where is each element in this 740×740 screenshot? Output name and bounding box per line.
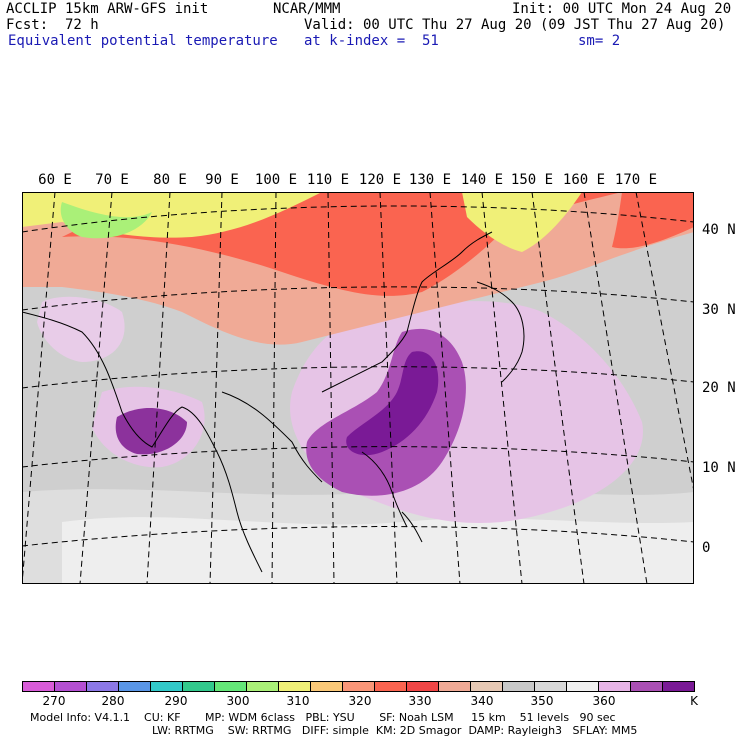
lat-label: 30 N <box>702 302 736 318</box>
lon-label: 80 E <box>153 172 187 188</box>
scale-unit: K <box>690 694 698 708</box>
model-info-line: Model Info: V4.1.1 CU: KF MP: WDM 6class… <box>30 711 616 724</box>
longitude-line <box>379 192 398 584</box>
model-title: ACCLIP 15km ARW-GFS init <box>6 1 209 17</box>
color-scale-cell <box>502 681 535 692</box>
color-scale-cell <box>598 681 631 692</box>
org-label: NCAR/MMM <box>273 1 341 17</box>
valid-time: Valid: 00 UTC Thu 27 Aug 20 (09 JST Thu … <box>304 17 726 33</box>
scale-label: 310 <box>286 694 310 708</box>
coastline-japan <box>476 281 525 383</box>
init-time: Init: 00 UTC Mon 24 Aug 20 <box>512 1 732 17</box>
color-scale-cell <box>662 681 695 692</box>
northeast-warm-zone <box>612 192 694 249</box>
scale-label: 270 <box>42 694 66 708</box>
longitude-line <box>327 192 335 584</box>
scale-label: 300 <box>226 694 250 708</box>
level-info: at k-index = 51 <box>304 33 439 49</box>
lat-label: 0 <box>702 540 711 556</box>
scale-label: 330 <box>408 694 432 708</box>
color-scale-cell <box>406 681 439 692</box>
color-scale-cell <box>182 681 215 692</box>
lon-label: 110 E <box>306 172 350 188</box>
longitude-line <box>209 192 223 584</box>
forecast-label: Fcst: <box>6 17 49 33</box>
scale-label: 290 <box>164 694 188 708</box>
longitude-line <box>583 192 648 584</box>
northeast-cool-zone <box>462 192 582 252</box>
color-scale-cell <box>470 681 503 692</box>
scale-label: 340 <box>470 694 494 708</box>
lon-label: 160 E <box>562 172 606 188</box>
theta-e-map <box>22 192 694 584</box>
color-scale-cell <box>310 681 343 692</box>
lon-label: 140 E <box>460 172 504 188</box>
scale-label: 360 <box>592 694 616 708</box>
color-scale-cell <box>54 681 87 692</box>
color-scale-cell <box>534 681 567 692</box>
arabia-moist-region <box>37 296 125 362</box>
color-scale-cell <box>214 681 247 692</box>
scale-label: 280 <box>101 694 125 708</box>
lon-label: 120 E <box>358 172 402 188</box>
color-scale-cell <box>342 681 375 692</box>
color-scale-cell <box>118 681 151 692</box>
lon-label: 70 E <box>95 172 129 188</box>
lon-label: 60 E <box>38 172 72 188</box>
longitude-line <box>79 192 113 584</box>
forecast-hours: 72 h <box>65 17 99 33</box>
color-scale-cell <box>566 681 599 692</box>
field-name: Equivalent potential temperature <box>8 33 278 49</box>
color-scale-cell <box>630 681 663 692</box>
color-scale-cell <box>150 681 183 692</box>
equatorial-band <box>62 517 694 584</box>
color-scale-cell <box>246 681 279 692</box>
color-scale-cell <box>22 681 55 692</box>
lon-label: 130 E <box>408 172 452 188</box>
longitude-line <box>531 192 585 584</box>
lon-label: 150 E <box>510 172 554 188</box>
coastline-south-asia <box>22 311 323 573</box>
lon-label: 100 E <box>254 172 298 188</box>
color-scale-cell <box>278 681 311 692</box>
longitude-line <box>481 192 523 584</box>
scale-label: 350 <box>530 694 554 708</box>
longitude-line <box>429 192 461 584</box>
physics-info-line: LW: RRTMG SW: RRTMG DIFF: simple KM: 2D … <box>152 724 638 737</box>
deep-convective-core <box>346 351 439 456</box>
map-frame <box>22 192 694 584</box>
longitude-line <box>146 192 171 584</box>
lon-label: 90 E <box>205 172 239 188</box>
smoothing-info: sm= 2 <box>578 33 621 49</box>
color-scale-cell <box>438 681 471 692</box>
color-scale-bar <box>22 681 695 692</box>
longitude-line <box>22 192 56 584</box>
color-scale-cell <box>86 681 119 692</box>
color-scale-cell <box>374 681 407 692</box>
scale-label: 320 <box>348 694 372 708</box>
longitude-line <box>271 192 277 584</box>
lon-label: 170 E <box>614 172 658 188</box>
lat-label: 20 N <box>702 380 736 396</box>
lat-label: 40 N <box>702 222 736 238</box>
cold-pocket <box>60 202 152 239</box>
lat-label: 10 N <box>702 460 736 476</box>
